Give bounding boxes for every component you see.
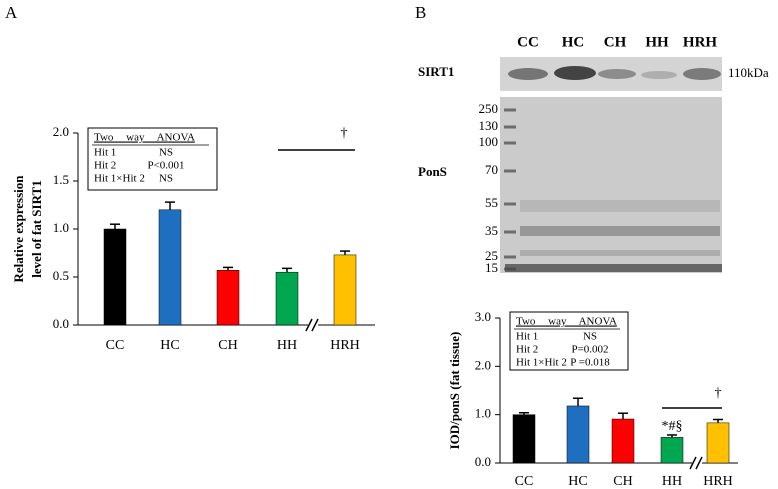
bar (706, 422, 730, 464)
y-tick-label: 2.0 (475, 357, 491, 372)
band (683, 68, 721, 80)
bar (660, 437, 684, 464)
marker-label: 15 (485, 260, 498, 275)
band (598, 69, 636, 79)
anova-cell: Hit 1×Hit 2 (516, 357, 567, 369)
bar (275, 271, 299, 326)
lane-label: CC (517, 34, 539, 50)
panel-label: A (5, 3, 18, 22)
lane-label: CH (604, 34, 627, 50)
band (505, 264, 722, 272)
anova-cell: P=0.002 (571, 344, 608, 356)
y-tick-label: 0.0 (475, 454, 491, 469)
lane-label: HH (645, 34, 669, 50)
band (554, 66, 596, 80)
y-tick-label: 0.5 (53, 268, 69, 283)
bar (611, 418, 635, 464)
anova-box (509, 311, 629, 371)
bar (158, 209, 182, 326)
band (508, 68, 548, 80)
marker-label: 35 (485, 223, 498, 238)
x-tick-label: HRH (330, 338, 360, 353)
y-tick-label: 1.5 (53, 172, 69, 187)
ladder-band (504, 108, 516, 112)
bar (103, 228, 127, 326)
annotation: † (341, 126, 348, 141)
axis-break-gap (692, 460, 702, 466)
axis-break (695, 456, 703, 470)
x-tick-label: HH (277, 338, 297, 353)
y-axis-label: IOD/ponS (fat tissue) (447, 332, 462, 450)
y-axis-label: Relative expression (11, 175, 26, 283)
ladder-band (504, 202, 516, 206)
y-tick-label: 1.0 (53, 220, 69, 235)
size-label: 110kDa (728, 65, 769, 80)
bar (333, 254, 357, 326)
x-tick-label: CH (613, 474, 632, 489)
band (520, 250, 720, 256)
axis-break (689, 456, 697, 470)
annotation: *#§ (662, 419, 683, 434)
x-tick-label: HC (160, 338, 179, 353)
anova-box (87, 127, 218, 191)
anova-cell: Hit 2 (94, 160, 116, 172)
y-tick-label: 2.0 (53, 124, 69, 139)
marker-label: 25 (485, 248, 498, 263)
axis-break (305, 318, 313, 332)
stain-label: PonS (418, 164, 447, 179)
x-tick-label: CC (106, 338, 125, 353)
marker-label: 130 (479, 118, 499, 133)
y-axis-label: level of fat SIRT1 (29, 180, 44, 277)
anova-cell: NS (159, 147, 173, 159)
marker-label: 55 (485, 195, 498, 210)
band (641, 71, 677, 79)
y-tick-label: 3.0 (475, 309, 491, 324)
ladder-band (504, 230, 516, 234)
anova-cell: NS (583, 331, 597, 343)
marker-label: 100 (479, 134, 499, 149)
axis-break (311, 318, 319, 332)
band (520, 200, 720, 212)
panel-label: B (415, 3, 426, 22)
lane-label: HC (562, 34, 585, 50)
anova-cell: P =0.018 (570, 357, 610, 369)
bar (512, 414, 536, 464)
ladder-band (504, 141, 516, 145)
anova-cell: Hit 1×Hit 2 (94, 173, 145, 185)
ladder-band (504, 169, 516, 173)
y-tick-label: 0.0 (53, 316, 69, 331)
anova-cell: NS (159, 173, 173, 185)
x-tick-label: CH (218, 338, 237, 353)
y-tick-label: 1.0 (475, 406, 491, 421)
band (520, 226, 720, 236)
pons-gel (500, 97, 722, 273)
anova-cell: P<0.001 (147, 160, 184, 172)
anova-cell: Hit 2 (516, 344, 538, 356)
anova-cell: Hit 1 (516, 331, 538, 343)
axis-break-gap (308, 322, 318, 328)
protein-label: SIRT1 (418, 64, 454, 79)
x-tick-label: HRH (703, 474, 733, 489)
x-tick-label: CC (515, 474, 534, 489)
anova-header: Two way ANOVA (516, 316, 617, 328)
anova-cell: Hit 1 (94, 147, 116, 159)
bar (216, 270, 240, 326)
anova-header: Two way ANOVA (94, 132, 195, 144)
ladder-band (504, 125, 516, 129)
annotation: † (715, 386, 722, 401)
marker-label: 250 (479, 101, 499, 116)
ladder-band (504, 255, 516, 259)
bar (566, 405, 590, 464)
ladder-band (504, 267, 516, 271)
x-tick-label: HH (662, 474, 682, 489)
x-tick-label: HC (568, 474, 587, 489)
lane-label: HRH (683, 34, 718, 50)
marker-label: 70 (485, 162, 498, 177)
